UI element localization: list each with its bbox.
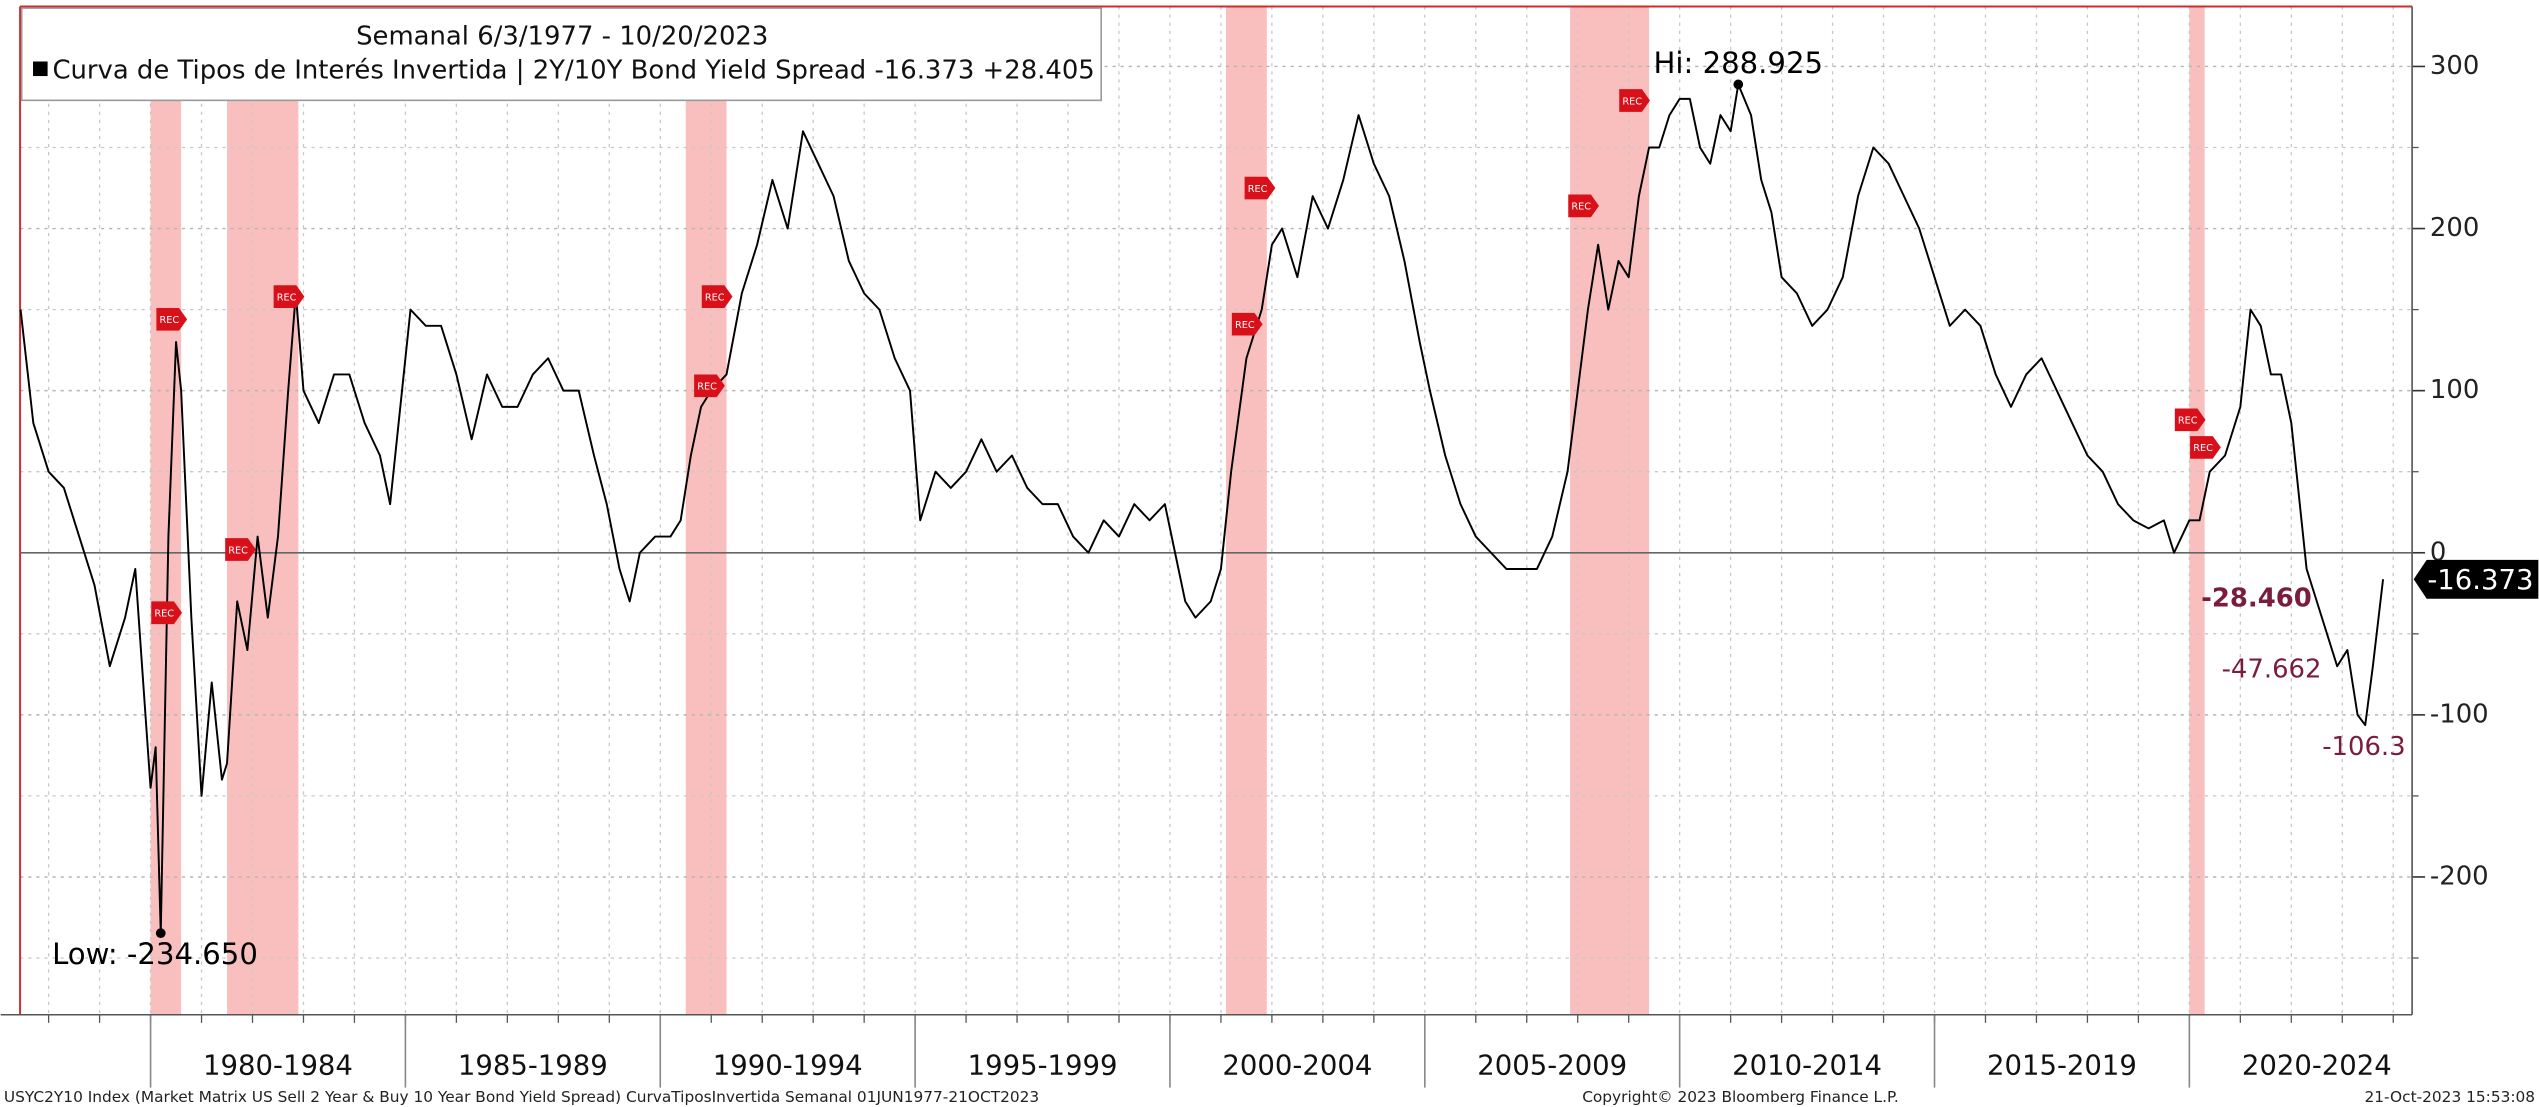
y-tick-label: 200 (2430, 213, 2479, 243)
x-tick-label: 2000-2004 (1222, 1050, 1372, 1082)
annotation: -28.460 (2201, 583, 2312, 613)
y-tick-label: 300 (2430, 51, 2479, 81)
y-tick-label: 100 (2430, 375, 2479, 405)
annotation: -106.3 (2322, 732, 2405, 762)
recession-band (1226, 6, 1267, 1015)
rec-flag (694, 374, 725, 398)
footer-center: Copyright© 2023 Bloomberg Finance L.P. (1582, 1088, 1899, 1106)
y-tick-label: -100 (2430, 699, 2489, 729)
rec-flag (225, 538, 256, 561)
legend-box (20, 7, 1102, 102)
recession-band (227, 6, 299, 1015)
rec-flag-label: REC (154, 609, 174, 620)
rec-flag (2174, 408, 2206, 432)
rec-flag-label: REC (228, 545, 248, 556)
rec-flag-label: REC (2178, 416, 2198, 427)
x-tick-label: 1985-1989 (458, 1050, 608, 1082)
x-tick-label: 2015-2019 (1987, 1050, 2137, 1082)
rec-flag (1619, 89, 1650, 112)
low-point (155, 928, 166, 938)
x-tick-label: 1995-1999 (968, 1050, 1118, 1082)
legend-swatch (33, 61, 48, 77)
annotation: -47.662 (2222, 655, 2322, 685)
rec-flag (156, 308, 188, 331)
recession-band (2189, 6, 2205, 1015)
rec-flag-label: REC (697, 382, 717, 393)
recession-band (1570, 6, 1650, 1015)
x-tick-label: 2010-2014 (1732, 1050, 1882, 1082)
recession-band (685, 6, 727, 1015)
rec-flag (1568, 194, 1600, 218)
rec-flag (2190, 436, 2221, 459)
footer-left: USYC2Y10 Index (Market Matrix US Sell 2 … (4, 1088, 1039, 1106)
rec-flag-label: REC (2193, 443, 2213, 454)
recession-band (150, 6, 182, 1015)
rec-flag (273, 285, 305, 308)
rec-flag (701, 285, 733, 308)
rec-flag-label: REC (1622, 96, 1642, 107)
high-point (1733, 79, 1744, 90)
rec-flag (1231, 312, 1263, 336)
legend-entry: Curva de Tipos de Interés Invertida | 2Y… (52, 56, 1094, 86)
rec-flag-label: REC (705, 292, 725, 303)
rec-flag-label: REC (1235, 320, 1255, 331)
x-tick-label: 2020-2024 (2242, 1050, 2392, 1082)
last-value-label: -16.373 (2427, 564, 2533, 596)
high-label: Hi: 288.925 (1654, 46, 1824, 80)
x-tick-label: 1990-1994 (713, 1050, 863, 1082)
last-value-badge (2413, 559, 2539, 599)
rec-flag (151, 601, 183, 625)
rec-flag (1244, 176, 1276, 200)
rec-flag-label: REC (1248, 184, 1268, 195)
rec-flag-label: REC (277, 292, 297, 303)
y-tick-label: 0 (2430, 537, 2446, 567)
x-tick-label: 2005-2009 (1477, 1050, 1627, 1082)
spread-line (19, 83, 2385, 935)
rec-flag-label: REC (160, 315, 180, 326)
rec-flag-label: REC (1571, 202, 1591, 213)
x-tick-label: 1980-1984 (203, 1050, 353, 1082)
y-tick-label: -200 (2430, 861, 2489, 891)
chart-title: Semanal 6/3/1977 - 10/20/2023 (356, 22, 768, 52)
footer-right: 21-Oct-2023 15:53:08 (2365, 1088, 2536, 1106)
low-label: Low: -234.650 (52, 937, 258, 971)
